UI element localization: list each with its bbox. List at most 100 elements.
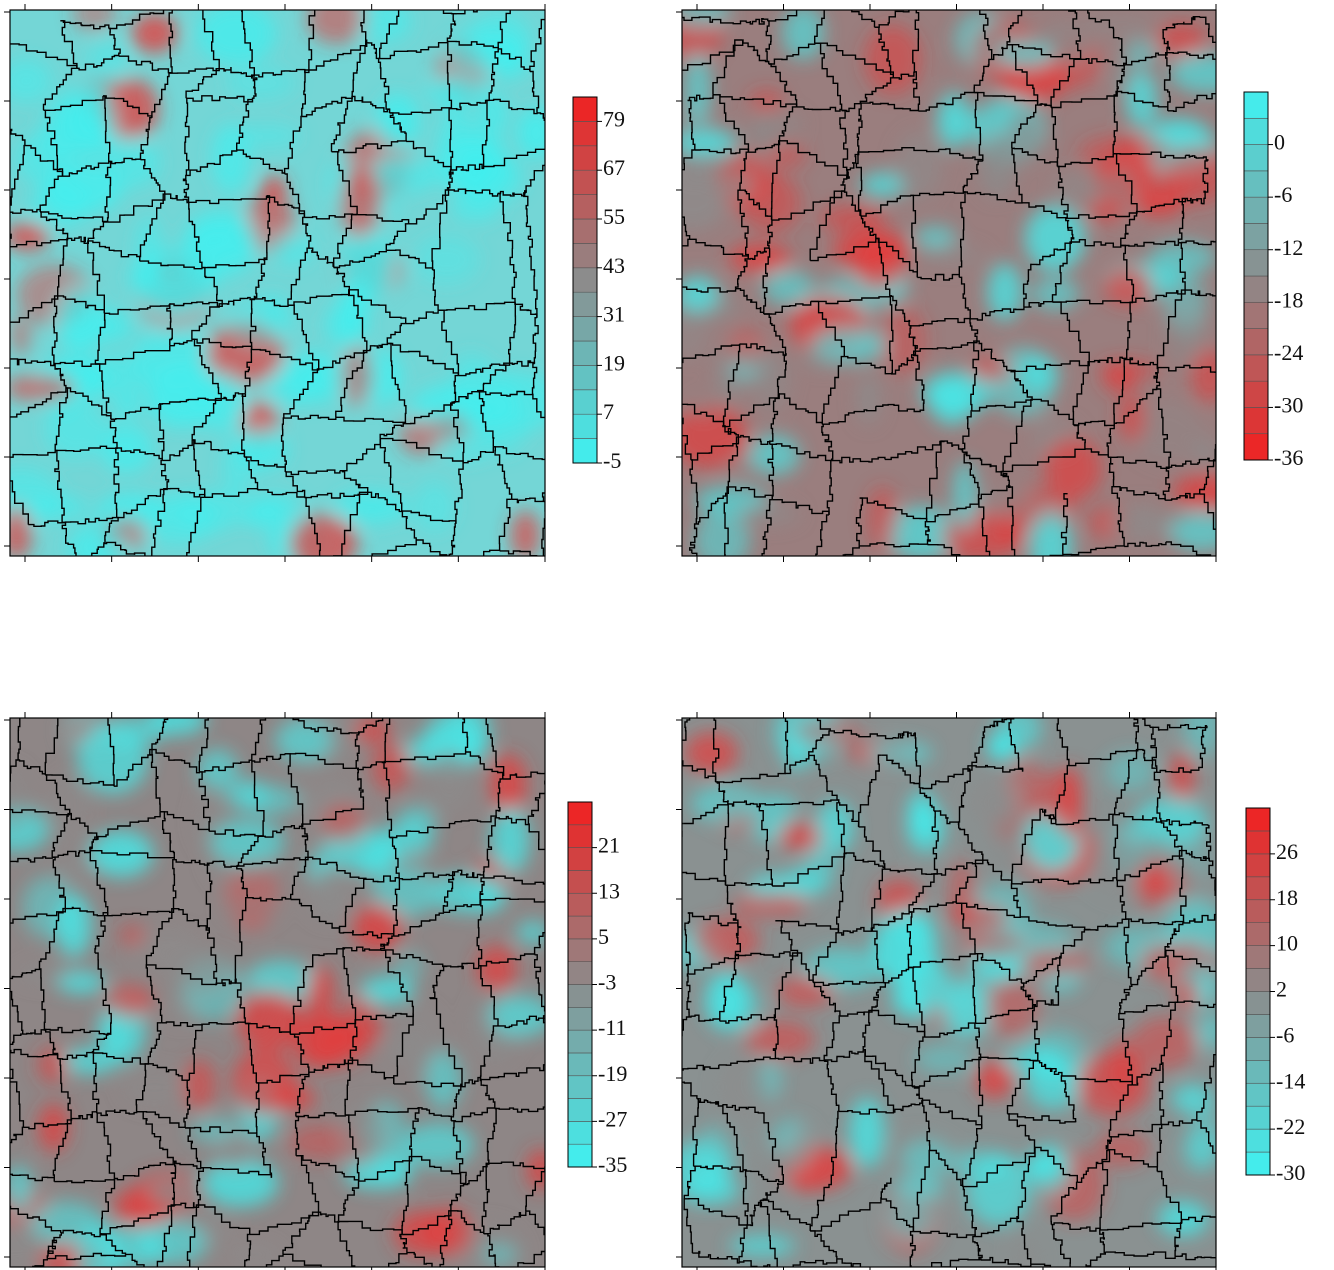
grain-boundary: [682, 344, 741, 364]
grain-boundary: [1063, 877, 1118, 885]
field-blob: [445, 28, 513, 72]
grain-boundary: [779, 140, 848, 178]
grain-boundary: [330, 95, 353, 152]
grain-boundary: [292, 718, 305, 728]
grain-boundary: [10, 1205, 62, 1233]
grain-boundary: [104, 304, 170, 315]
grain-boundary: [284, 752, 357, 769]
field-blob: [1110, 504, 1171, 543]
grain-boundary: [1023, 301, 1054, 308]
grain-boundary: [981, 1256, 1032, 1267]
field-blob: [761, 1142, 788, 1206]
grain-boundary: [108, 703, 172, 710]
grain-boundary: [40, 211, 109, 223]
grain-boundary: [961, 1128, 982, 1187]
grain-boundary: [1111, 486, 1125, 547]
grain-boundary: [1108, 456, 1115, 487]
colorbar-tick-label: -22: [1276, 1114, 1305, 1139]
grain-boundary: [851, 10, 876, 28]
grain-boundary: [1113, 153, 1138, 212]
colorbar-frame: [572, 96, 598, 464]
grain-boundary: [389, 836, 400, 879]
grain-boundary: [722, 1104, 763, 1114]
grain-boundary: [769, 443, 833, 462]
grain-boundary: [1132, 290, 1186, 303]
grain-boundary: [417, 1107, 452, 1121]
grain-boundary: [462, 718, 469, 752]
grain-boundary: [1054, 708, 1133, 714]
grain-boundary: [1178, 242, 1186, 291]
grain-boundary: [910, 194, 918, 278]
grain-boundary: [682, 238, 690, 255]
grain-boundary: [734, 258, 749, 289]
grain-boundary: [509, 248, 517, 304]
grain-boundary: [911, 1036, 925, 1087]
grain-boundary: [797, 952, 814, 983]
grain-boundary: [393, 1012, 414, 1084]
grain-boundary: [682, 1016, 690, 1037]
grain-boundary: [913, 732, 921, 788]
grain-boundary: [399, 871, 456, 881]
field-blob: [693, 917, 761, 963]
grain-boundary: [813, 981, 841, 1016]
grain-boundary: [477, 362, 510, 392]
field-blob: [490, 806, 531, 875]
grain-boundary: [1160, 1001, 1178, 1063]
colorbar-band: [1243, 354, 1269, 382]
grain-boundary: [838, 802, 860, 827]
grain-boundary: [39, 968, 46, 1030]
grain-boundary: [1156, 1123, 1163, 1172]
grain-boundary: [958, 827, 984, 861]
grain-boundary: [921, 1099, 931, 1151]
grain-boundary: [168, 10, 174, 74]
grain-boundary: [196, 1167, 204, 1205]
colorbar-tick-label: 79: [603, 106, 625, 131]
grain-boundary: [541, 492, 545, 502]
grain-boundary: [1199, 493, 1216, 530]
field-blob: [195, 372, 247, 432]
colorbar-band: [567, 801, 593, 826]
grain-boundary: [884, 868, 938, 875]
grain-boundary: [96, 811, 161, 838]
field-blob: [901, 1140, 952, 1176]
grain-boundary: [62, 516, 117, 525]
colorbar-band: [572, 413, 598, 439]
grain-boundary: [0, 810, 2, 865]
grain-boundary: [1068, 10, 1082, 60]
grain-boundary: [458, 363, 511, 377]
grain-boundary: [52, 856, 66, 909]
grain-boundary: [114, 749, 153, 787]
grain-boundary: [482, 817, 497, 878]
field-blob: [690, 393, 715, 418]
grain-boundary: [477, 390, 534, 397]
grain-boundary: [715, 781, 729, 804]
grain-boundary: [982, 859, 1013, 884]
grain-boundary: [859, 542, 929, 548]
colorbar-band: [572, 145, 598, 171]
field-blob: [360, 976, 415, 1005]
grain-boundary: [1165, 16, 1201, 30]
grain-boundary: [65, 906, 109, 917]
grain-boundary: [89, 835, 99, 851]
grain-boundary: [1016, 1216, 1032, 1265]
grain-boundary: [399, 1233, 408, 1253]
grain-boundary: [480, 1064, 545, 1081]
grain-boundary: [532, 317, 539, 364]
grain-boundary: [46, 1232, 62, 1259]
grain-boundary: [1065, 217, 1075, 242]
grain-boundary: [1114, 388, 1158, 424]
field-blob: [1004, 1044, 1065, 1075]
grain-boundary: [962, 160, 983, 192]
grain-boundary: [344, 1059, 353, 1116]
grain-boundary: [152, 748, 200, 774]
grain-boundary: [537, 112, 545, 121]
grain-boundary: [768, 63, 798, 107]
field-blob: [1134, 797, 1208, 846]
grain-boundary: [971, 399, 1033, 412]
grain-boundary: [91, 1032, 111, 1053]
grain-boundary: [1137, 198, 1187, 213]
grain-boundary: [136, 1111, 186, 1128]
grain-boundary: [10, 480, 29, 525]
grain-boundary: [478, 953, 536, 967]
grain-boundary: [10, 1048, 59, 1059]
